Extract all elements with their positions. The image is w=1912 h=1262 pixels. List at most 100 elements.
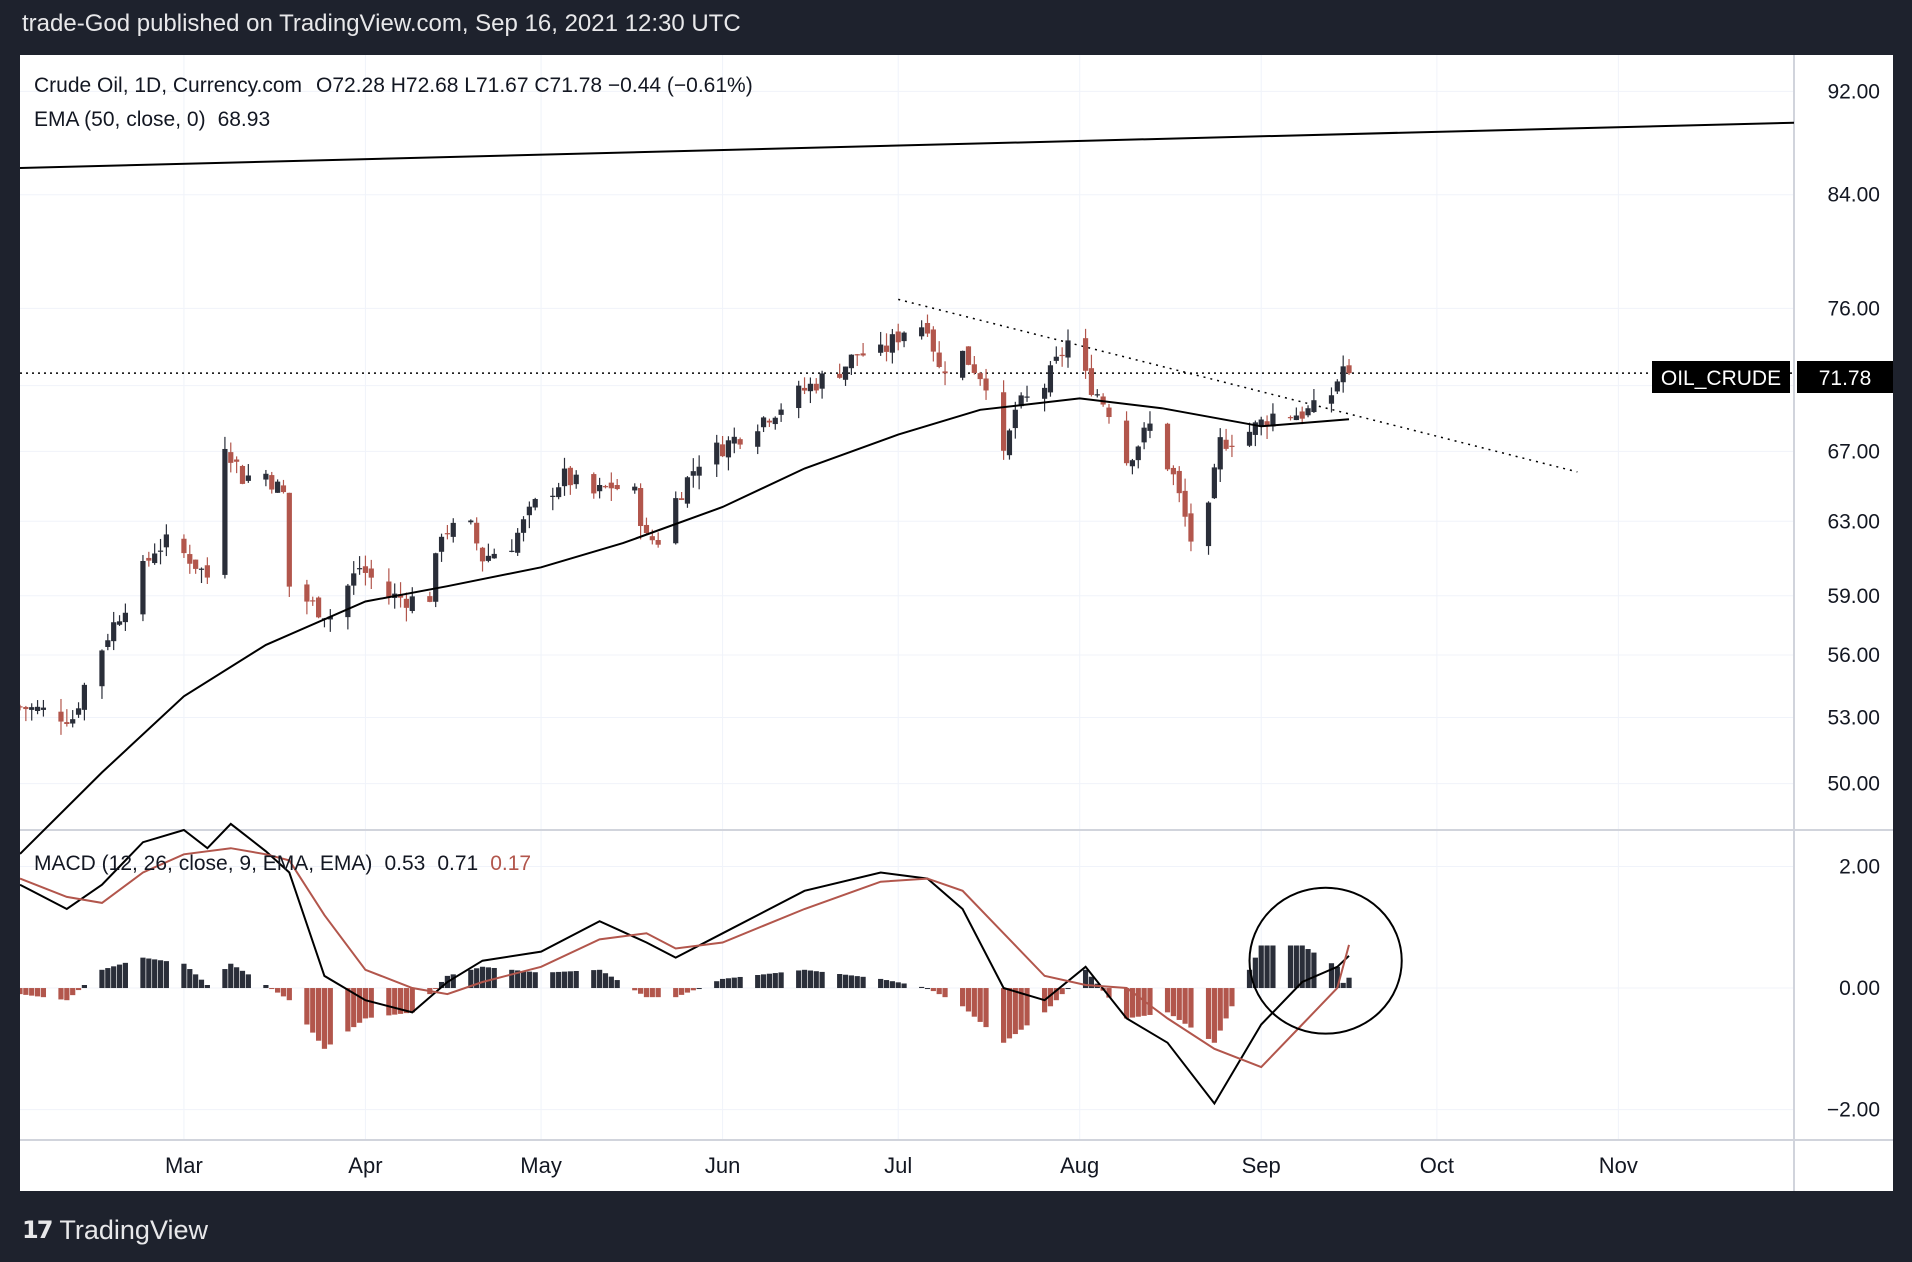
candle-body <box>860 353 866 356</box>
candle-body <box>1053 356 1059 361</box>
candle-body <box>1246 431 1253 446</box>
candle-body <box>81 684 88 710</box>
candle <box>275 479 281 493</box>
histogram-bar <box>1024 988 1030 1026</box>
candle-body <box>198 568 205 570</box>
histogram-bar <box>889 981 895 989</box>
histogram-bar <box>468 969 474 989</box>
candle <box>351 561 357 595</box>
histogram-bar <box>438 981 445 989</box>
candle <box>1229 434 1235 458</box>
histogram-bar <box>450 974 456 989</box>
price-tick-label: 50.00 <box>1827 773 1880 796</box>
candle <box>222 436 228 579</box>
histogram-bar <box>755 975 761 989</box>
candle-body <box>556 487 562 498</box>
candle-body <box>1182 490 1188 517</box>
candle-body <box>924 322 931 334</box>
candle-body <box>368 568 374 578</box>
histogram-bar <box>1211 988 1217 1043</box>
histogram-bar <box>187 969 193 989</box>
histogram-bar <box>819 971 825 989</box>
candle <box>368 559 374 590</box>
ema-line <box>19 397 1350 855</box>
histogram-bar <box>321 988 328 1049</box>
candle-body <box>778 409 784 415</box>
candle <box>819 370 825 399</box>
candle-body <box>450 522 456 537</box>
chart-area[interactable]: 92.0084.0076.0071.0067.0063.0059.0056.00… <box>17 55 1893 1191</box>
histogram-bar <box>1223 988 1229 1019</box>
candle <box>509 539 515 553</box>
candle-body <box>1018 395 1024 407</box>
histogram-bar <box>275 988 281 993</box>
candle <box>187 544 193 574</box>
annotation-ellipse[interactable] <box>1248 886 1403 1035</box>
candle-body <box>854 354 860 356</box>
candle-body <box>901 332 907 342</box>
candle <box>573 470 579 489</box>
candle <box>304 579 310 615</box>
footer-brand[interactable]: 17 TradingView <box>22 1210 208 1250</box>
candle <box>1305 405 1311 418</box>
candle <box>239 464 246 485</box>
candle <box>719 435 726 458</box>
candle <box>427 591 433 603</box>
candle-body <box>848 354 854 369</box>
histogram-bar <box>936 988 942 995</box>
candle-body <box>919 327 925 337</box>
candle <box>1082 328 1089 379</box>
histogram-bar <box>760 974 767 989</box>
candle <box>1217 428 1223 483</box>
candle <box>198 567 205 584</box>
candle-body <box>1334 381 1340 392</box>
brand-name: TradingView <box>59 1214 208 1245</box>
histogram-bar <box>778 972 784 989</box>
histogram-bar <box>556 971 562 989</box>
histogram-bar <box>403 988 410 1014</box>
time-tick-label: Jul <box>884 1153 912 1178</box>
candle-body <box>362 566 369 573</box>
candle-body <box>152 553 158 564</box>
candle <box>737 437 743 450</box>
histogram-value: 0.17 <box>490 852 531 875</box>
trendlines[interactable] <box>19 121 1795 473</box>
histogram-bar <box>1047 988 1054 1007</box>
candle-body <box>532 499 538 508</box>
ema-label: EMA (50, close, 0) <box>34 108 206 131</box>
histogram-bar <box>146 958 152 989</box>
candle-body <box>485 555 491 561</box>
publisher-line: trade-God published on TradingView.com, … <box>22 10 741 37</box>
chart-canvas[interactable]: 92.0084.0076.0071.0067.0063.0059.0056.00… <box>17 55 1893 1191</box>
candle <box>1129 458 1136 475</box>
candle-body <box>684 477 691 504</box>
candle-body <box>474 522 480 544</box>
histogram-bar <box>807 970 813 989</box>
candle <box>942 361 948 386</box>
candle <box>1106 403 1112 424</box>
histogram-bar <box>198 979 205 989</box>
candle <box>760 416 767 433</box>
candle-body <box>1006 430 1013 456</box>
candle-body <box>269 475 275 490</box>
histogram-bar <box>204 985 210 989</box>
histogram-bar <box>75 988 82 991</box>
candle <box>1270 403 1276 432</box>
candle <box>23 705 29 722</box>
candle-body <box>1211 467 1217 499</box>
histogram-bar <box>392 988 398 1015</box>
candle-body <box>837 373 843 378</box>
candle-body <box>327 616 333 620</box>
candle-body <box>99 650 105 687</box>
histogram-bar <box>1305 949 1311 989</box>
candle <box>772 416 778 430</box>
histogram-bar <box>474 968 480 989</box>
histogram-bar <box>181 963 187 989</box>
candle <box>433 552 439 608</box>
candle-body <box>1328 395 1335 404</box>
candle-body <box>673 498 679 544</box>
candle-body <box>1258 419 1264 427</box>
histogram-bar <box>714 981 720 989</box>
candle <box>1188 503 1194 552</box>
candle-body <box>234 459 240 462</box>
